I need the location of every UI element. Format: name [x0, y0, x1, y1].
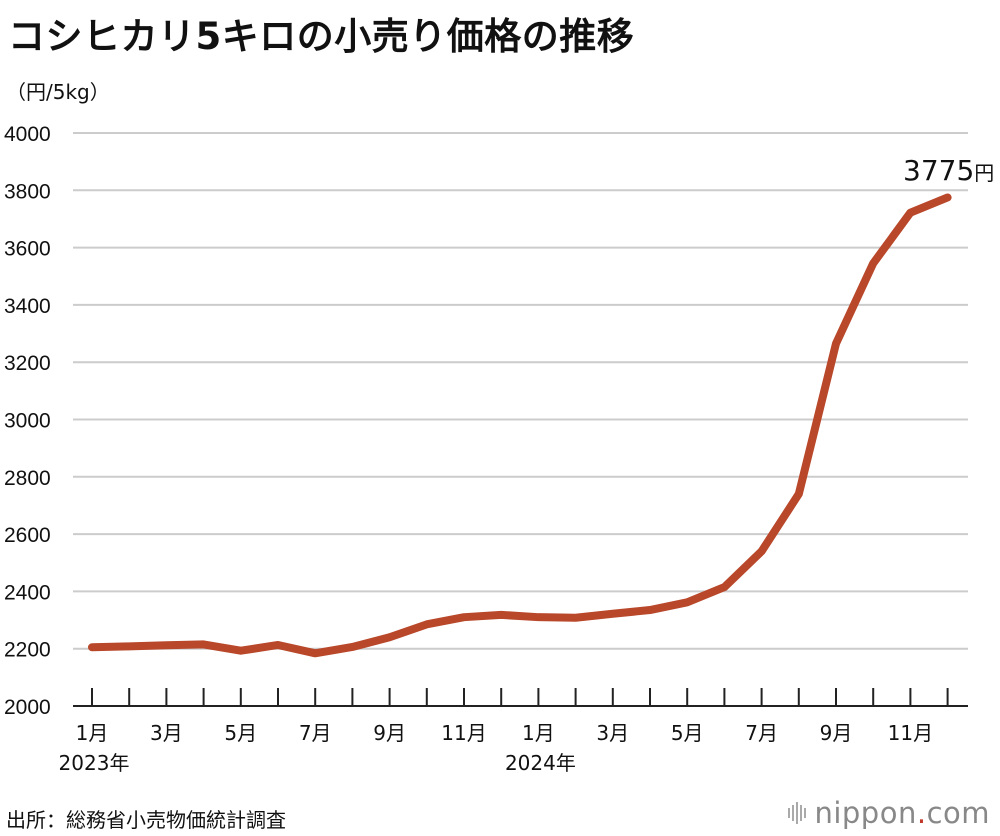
- end-value-label: 3775円: [903, 154, 994, 187]
- logo-dot: .: [916, 796, 927, 830]
- y-tick-label-3200: 3200: [4, 352, 51, 375]
- y-tick-label-3000: 3000: [4, 410, 51, 433]
- x-tick-label: 9月: [373, 721, 406, 745]
- year-label: 2024年: [505, 751, 576, 775]
- x-tick-label: 3月: [596, 721, 629, 745]
- x-tick-label: 7月: [745, 721, 778, 745]
- y-tick-labels: 2000 2200 2400 2600 2800 3000 3200 3400 3600 3800…: [4, 123, 51, 719]
- grid-lines: [73, 132, 968, 650]
- logo-suffix: com: [926, 796, 990, 830]
- y-tick-label-2200: 2200: [4, 639, 51, 662]
- x-tick-label: 3月: [150, 721, 183, 745]
- end-value-unit: 円: [974, 161, 994, 185]
- y-tick-label-3600: 3600: [4, 238, 51, 261]
- series-line: [88, 193, 952, 658]
- x-tick-label: 9月: [820, 721, 853, 745]
- y-tick-label-2600: 2600: [4, 524, 51, 547]
- y-tick-label-2800: 2800: [4, 467, 51, 490]
- annotation: 3775円: [903, 154, 994, 187]
- x-tick-label: 5月: [671, 721, 704, 745]
- y-tick-label-2000: 2000: [4, 696, 51, 719]
- x-tick-label: 11月: [888, 721, 933, 745]
- source-note: 出所：総務省小売物価統計調査: [6, 808, 286, 832]
- x-tick-label: 7月: [299, 721, 332, 745]
- x-axis: 1月 3月 5月 7月 9月 11月 1月 3月 5月 7月 9月 11月 2023年 2024年: [59, 688, 968, 775]
- chart-title: コシヒカリ5キロの小売り価格の推移: [8, 15, 635, 58]
- y-tick-label-3800: 3800: [4, 180, 51, 203]
- end-value-number: 3775: [903, 154, 974, 187]
- line-chart: 2000 2200 2400 2600 2800 3000 3200 3400 3600 3800…: [4, 123, 994, 775]
- y-tick-label-4000: 4000: [4, 123, 51, 146]
- logo-name: nippon: [814, 796, 917, 830]
- y-axis-unit-label: （円/5kg）: [6, 80, 110, 104]
- x-tick-label: 5月: [224, 721, 257, 745]
- y-tick-label-3400: 3400: [4, 295, 51, 318]
- series-line-koshihikari: [88, 193, 952, 658]
- x-tick-label: 11月: [441, 721, 486, 745]
- x-tick-label: 1月: [76, 721, 109, 745]
- x-tick-label: 1月: [522, 721, 555, 745]
- y-tick-label-2400: 2400: [4, 581, 51, 604]
- logo-bars-icon: [788, 802, 807, 824]
- year-label: 2023年: [59, 751, 130, 775]
- nippon-logo: nippon. com: [788, 796, 990, 830]
